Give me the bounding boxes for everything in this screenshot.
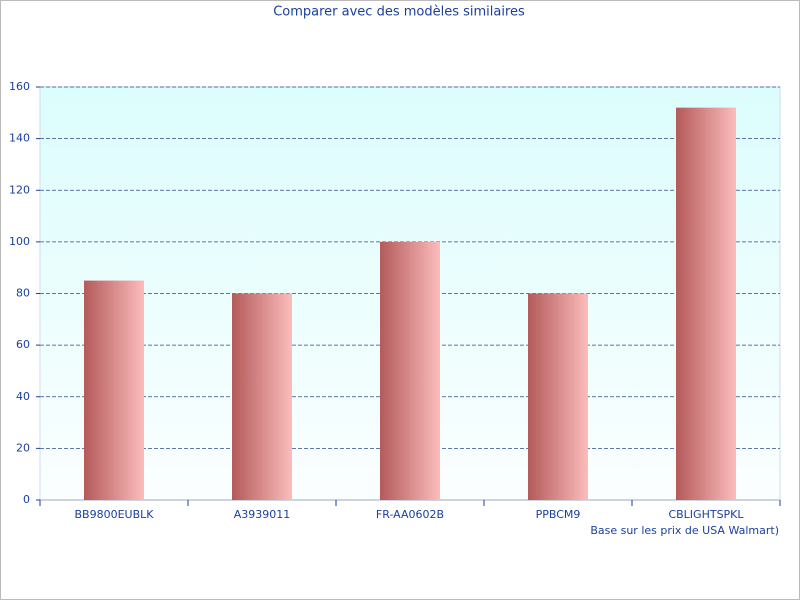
chart-title: Comparer avec des modèles similaires bbox=[273, 5, 525, 20]
y-tick-label: 120 bbox=[9, 183, 30, 196]
y-tick-label: 160 bbox=[9, 80, 30, 93]
bar bbox=[232, 293, 292, 500]
x-tick-label: A3939011 bbox=[234, 508, 291, 521]
x-tick-label: PPBCM9 bbox=[536, 508, 581, 521]
bar bbox=[380, 241, 440, 500]
bar bbox=[84, 280, 144, 500]
x-tick-label: BB9800EUBLK bbox=[75, 508, 155, 521]
y-tick-label: 0 bbox=[23, 493, 30, 506]
y-tick-label: 60 bbox=[16, 338, 30, 351]
y-tick-label: 20 bbox=[16, 441, 30, 454]
note: Base sur les prix de USA Walmart) bbox=[590, 524, 779, 537]
y-tick-label: 80 bbox=[16, 287, 30, 300]
y-tick-label: 40 bbox=[16, 390, 30, 403]
bar bbox=[528, 293, 588, 500]
x-tick-label: FR-AA0602B bbox=[376, 508, 444, 521]
y-tick-label: 100 bbox=[9, 235, 30, 248]
y-tick-label: 140 bbox=[9, 132, 30, 145]
bar bbox=[676, 107, 736, 501]
x-tick-label: CBLIGHTSPKL bbox=[668, 508, 744, 521]
